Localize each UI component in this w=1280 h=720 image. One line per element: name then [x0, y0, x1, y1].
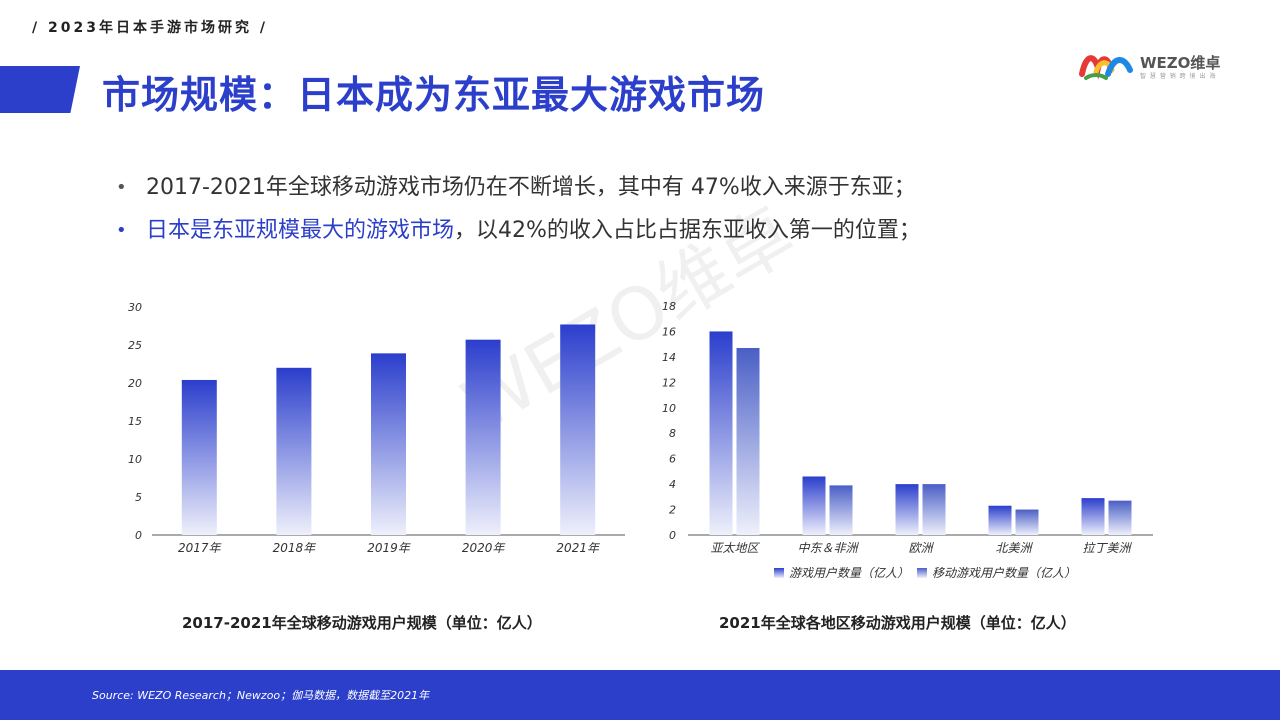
- bar-series2-3: [922, 484, 946, 535]
- chart-global-users: 0 5 10 15 20 25 30 2017年 2018年 2019年 2020年 2021年: [128, 301, 625, 555]
- bullet-highlight: 日本是东亚规模最大的游戏市场: [146, 218, 455, 243]
- footer-band: Source: WEZO Research；Newzoo；伽马数据，数据截至20…: [0, 670, 1280, 720]
- bar-series2-5: [1108, 500, 1132, 535]
- legend-label-2: 移动游戏用户数量（亿人）: [932, 566, 1076, 580]
- y-tick-label: 10: [662, 402, 676, 415]
- bar-1: [181, 379, 217, 535]
- y-tick-label: 16: [662, 325, 676, 338]
- y-tick-label: 5: [135, 491, 142, 504]
- logo-text: WEZO维卓: [1140, 54, 1221, 72]
- legend-swatch-1: [774, 568, 784, 578]
- y-tick-label: 15: [128, 415, 142, 428]
- bullet-rest: ，以42%的收入占比占据东亚收入第一的位置；: [454, 218, 921, 243]
- y-tick-label: 10: [128, 453, 142, 466]
- x-tick-label: 欧洲: [908, 541, 934, 555]
- bar-series2-2: [829, 485, 853, 535]
- bar-series1-2: [802, 476, 826, 535]
- x-tick-label: 2020年: [462, 541, 507, 555]
- bar-series2-1: [736, 347, 760, 535]
- x-tick-label: 2018年: [273, 541, 318, 555]
- x-tick-label: 2017年: [178, 541, 223, 555]
- y-tick-label: 6: [669, 453, 676, 466]
- y-tick-label: 0: [135, 529, 142, 542]
- bar-series1-3: [895, 484, 919, 535]
- title-accent-band: [0, 66, 80, 113]
- bar-4: [465, 339, 501, 535]
- logo-subtitle: 智 慧 营 销 跨 境 出 海: [1140, 73, 1217, 80]
- bar-3: [371, 353, 406, 535]
- bullet-item-1: 2017-2021年全球移动游戏市场仍在不断增长，其中有 47%收入来源于东亚；: [116, 166, 921, 209]
- x-tick-label: 2021年: [556, 541, 601, 555]
- y-tick-label: 2: [669, 504, 676, 517]
- y-tick-label: 20: [128, 377, 142, 390]
- y-tick-label: 12: [662, 376, 676, 389]
- bullet-list: 2017-2021年全球移动游戏市场仍在不断增长，其中有 47%收入来源于东亚；…: [116, 166, 921, 252]
- source-note: Source: WEZO Research；Newzoo；伽马数据，数据截至20…: [92, 689, 430, 702]
- chart-region-users: 0 2 4 6 8 10 12 14 16 18 亚太地区 中东＆非洲 欧洲 北美洲 拉丁美洲游戏用户数量（…: [662, 300, 1153, 580]
- y-tick-label: 14: [662, 351, 676, 364]
- page-title: 市场规模：日本成为东亚最大游戏市场: [102, 73, 766, 117]
- bar-series1-4: [988, 505, 1012, 535]
- y-tick-label: 18: [662, 300, 676, 313]
- x-tick-label: 2019年: [367, 541, 412, 555]
- bar-series1-1: [709, 331, 733, 535]
- bar-2: [276, 367, 312, 535]
- y-tick-label: 0: [669, 529, 676, 542]
- bullet-item-2: 日本是东亚规模最大的游戏市场，以42%的收入占比占据东亚收入第一的位置；: [116, 209, 921, 252]
- y-tick-label: 30: [128, 301, 142, 314]
- bar-series1-5: [1081, 498, 1105, 535]
- y-tick-label: 8: [669, 427, 676, 440]
- x-tick-label: 中东＆非洲: [797, 541, 859, 555]
- bar-series2-4: [1015, 509, 1039, 535]
- legend-label-1: 游戏用户数量（亿人）: [789, 566, 909, 580]
- chart2-caption: 2021年全球各地区移动游戏用户规模（单位：亿人）: [719, 614, 1076, 632]
- chart1-caption: 2017-2021年全球移动游戏用户规模（单位：亿人）: [182, 614, 542, 632]
- x-tick-label: 拉丁美洲: [1082, 541, 1132, 555]
- x-tick-label: 亚太地区: [710, 541, 760, 555]
- y-tick-label: 4: [669, 478, 676, 491]
- wezo-logo: [1079, 55, 1133, 80]
- bar-5: [560, 324, 596, 535]
- x-tick-label: 北美洲: [995, 541, 1033, 555]
- report-tag: / 2023年日本手游市场研究 /: [32, 20, 268, 36]
- legend-swatch-2: [917, 568, 927, 578]
- y-tick-label: 25: [128, 339, 142, 352]
